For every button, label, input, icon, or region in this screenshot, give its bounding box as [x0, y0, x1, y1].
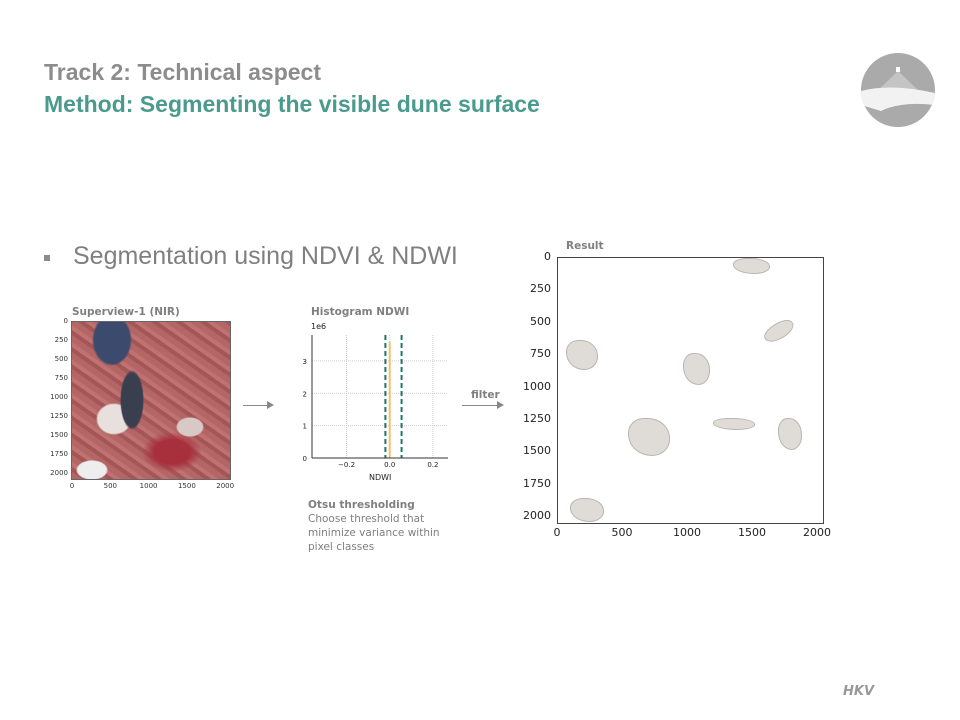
result-y-tick-label: 750	[530, 347, 551, 361]
satellite-x-tick-label: 2000	[216, 482, 235, 490]
satellite-y-tick-label: 1250	[50, 412, 68, 420]
satellite-y-tick-label: 250	[54, 335, 68, 344]
satellite-nir-image	[71, 321, 231, 480]
result-y-tick-label: 1500	[523, 444, 551, 458]
hkv-logo: HKV	[843, 684, 875, 699]
result-y-tick-label: 1750	[523, 476, 551, 490]
satellite-y-tick-label: 500	[54, 354, 68, 363]
result-y-tick-label: 250	[530, 282, 551, 296]
satellite-y-tick-label: 1000	[50, 392, 68, 401]
histogram-x-tick-label: 0.2	[427, 461, 438, 469]
result-title: Result	[566, 240, 604, 252]
satellite-title: Superview-1 (NIR)	[72, 306, 180, 318]
result-x-tick-label: 500	[611, 526, 633, 539]
result-x-tick-label: 1500	[738, 526, 766, 539]
result-y-tick-label: 500	[530, 314, 551, 328]
histogram-x-tick-label: −0.2	[338, 461, 355, 469]
satellite-y-tick-label: 1500	[50, 431, 68, 440]
otsu-line: minimize variance within	[308, 527, 440, 539]
slide-method-title: Method: Segmenting the visible dune surf…	[44, 91, 540, 117]
histogram-bar	[388, 341, 391, 458]
filter-label: filter	[471, 389, 500, 401]
satellite-y-tick-label: 1750	[50, 450, 68, 459]
result-y-tick-label: 0	[544, 250, 551, 263]
histogram-chart: 0 1 2 3 −0.2 0.0 0.2	[303, 335, 448, 469]
result-x-tick-label: 0	[553, 526, 561, 539]
otsu-description: Otsu thresholding Choose threshold that …	[308, 498, 440, 554]
result-x-tick-label: 1000	[673, 526, 701, 539]
histogram-y-tick-label: 1	[303, 423, 307, 431]
histogram-title: Histogram NDWI	[311, 306, 410, 318]
histogram-y-tick-label: 3	[303, 358, 307, 366]
dune-logo-icon	[861, 53, 935, 127]
arrow-right-icon	[243, 401, 274, 409]
histogram-y-tick-label: 2	[303, 390, 307, 398]
bullet-marker	[44, 255, 50, 261]
result-segmentation-image	[557, 257, 824, 524]
otsu-line: Choose threshold that	[308, 513, 425, 525]
satellite-x-tick-label: 0	[69, 482, 75, 490]
histogram-x-tick-label: 0.0	[384, 461, 395, 469]
histogram-multiplier: 1e6	[311, 322, 327, 331]
arrow-right-icon	[462, 401, 504, 409]
satellite-y-tick-label: 0	[63, 316, 68, 325]
satellite-x-tick-label: 1500	[177, 482, 196, 490]
result-y-tick-label: 2000	[523, 509, 551, 523]
otsu-line: pixel classes	[308, 541, 375, 553]
satellite-y-tick-label: 2000	[50, 469, 68, 478]
bullet-text: Segmentation using NDVI & NDWI	[73, 242, 458, 270]
result-x-tick-label: 2000	[803, 526, 831, 539]
slide-track-title: Track 2: Technical aspect	[44, 59, 321, 85]
result-y-tick-label: 1000	[523, 379, 551, 393]
otsu-title: Otsu thresholding	[308, 499, 415, 511]
histogram-y-tick-label: 0	[303, 455, 307, 463]
satellite-y-tick-label: 750	[54, 373, 68, 382]
satellite-x-tick-label: 1000	[139, 482, 158, 490]
satellite-x-tick-label: 500	[103, 482, 117, 490]
histogram-xlabel: NDWI	[369, 473, 392, 482]
result-y-tick-label: 1250	[523, 412, 551, 425]
